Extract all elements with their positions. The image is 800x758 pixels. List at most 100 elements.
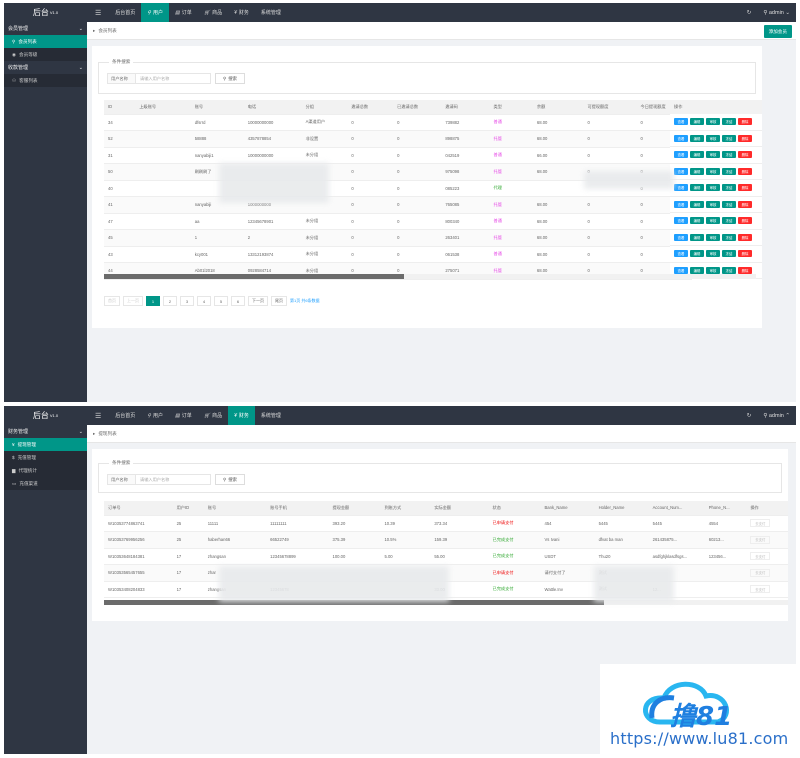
view-button[interactable]: 查看 [674, 118, 688, 126]
edit-button[interactable]: 编辑 [690, 200, 704, 208]
page-button[interactable]: 3 [180, 296, 194, 306]
page-button[interactable]: 上一页 [123, 296, 143, 306]
nav-user[interactable]: ⚲ 用户 [141, 3, 169, 22]
nav-system[interactable]: 系统管理 [260, 10, 281, 16]
view-button[interactable]: 查看 [674, 184, 688, 192]
page-button[interactable]: 2 [163, 296, 177, 306]
pay-button[interactable]: 去支付 [750, 519, 771, 528]
nav-goods[interactable]: 🛒︎ 商品 [203, 412, 223, 420]
audit-button[interactable]: 审核 [706, 233, 720, 241]
audit-button[interactable]: 审核 [706, 250, 720, 258]
page-button[interactable]: 下一页 [248, 296, 268, 306]
delete-button[interactable]: 删除 [738, 184, 752, 192]
audit-button[interactable]: 审核 [706, 200, 720, 208]
search-input[interactable]: 用户名称 请输入用户名称 [107, 474, 211, 485]
scroll-thumb[interactable] [104, 274, 404, 279]
sidebar-group-finance[interactable]: 财务管理 ⌄ [8, 428, 83, 436]
delete-button[interactable]: 删除 [738, 134, 752, 142]
page-button[interactable]: 4 [197, 296, 211, 306]
scroll-thumb[interactable] [104, 600, 604, 605]
edit-button[interactable]: 编辑 [690, 167, 704, 175]
sidebar-item-withdraw[interactable]: ¥ 提现管理 [4, 438, 87, 451]
user-menu[interactable]: ⚲ admin ⌄ [763, 9, 790, 16]
edit-button[interactable]: 编辑 [690, 250, 704, 258]
page-button[interactable]: 1 [146, 296, 160, 306]
user-menu[interactable]: ⚲ admin ⌃ [763, 412, 790, 419]
view-button[interactable]: 查看 [674, 151, 688, 159]
h-scrollbar[interactable] [104, 600, 788, 605]
view-button[interactable]: 查看 [674, 167, 688, 175]
freeze-button[interactable]: 冻结 [722, 134, 736, 142]
delete-button[interactable]: 删除 [738, 217, 752, 225]
freeze-button[interactable]: 冻结 [722, 151, 736, 159]
delete-button[interactable]: 删除 [738, 167, 752, 175]
edit-button[interactable]: 编辑 [690, 151, 704, 159]
view-button[interactable]: 查看 [674, 217, 688, 225]
refresh-icon[interactable]: ↻ [746, 412, 752, 419]
nav-orders[interactable]: ▤ 订单 [174, 9, 192, 17]
nav-home[interactable]: 后台首页 [115, 10, 136, 16]
audit-button[interactable]: 审核 [706, 151, 720, 159]
audit-button[interactable]: 审核 [706, 167, 720, 175]
audit-button[interactable]: 审核 [706, 266, 720, 274]
freeze-button[interactable]: 冻结 [722, 250, 736, 258]
view-button[interactable]: 查看 [674, 200, 688, 208]
freeze-button[interactable]: 冻结 [722, 266, 736, 274]
search-input[interactable]: 用户名称 请输入用户名称 [107, 73, 211, 84]
pay-button[interactable]: 去支付 [750, 552, 771, 561]
delete-button[interactable]: 删除 [738, 250, 752, 258]
view-button[interactable]: 查看 [674, 250, 688, 258]
edit-button[interactable]: 编辑 [690, 266, 704, 274]
edit-button[interactable]: 编辑 [690, 184, 704, 192]
page-button[interactable]: 5 [214, 296, 228, 306]
h-scrollbar[interactable] [104, 274, 756, 279]
freeze-button[interactable]: 冻结 [722, 184, 736, 192]
nav-finance[interactable]: ¥ 财务 [234, 9, 249, 17]
edit-button[interactable]: 编辑 [690, 118, 704, 126]
view-button[interactable]: 查看 [674, 233, 688, 241]
nav-system[interactable]: 系统管理 [260, 413, 281, 419]
edit-button[interactable]: 编辑 [690, 233, 704, 241]
nav-orders[interactable]: ▤ 订单 [174, 412, 192, 420]
sidebar-item-member-level[interactable]: ◉ 会员等级 [4, 48, 87, 61]
sidebar-item-member-list[interactable]: ⚲ 会员列表 [4, 35, 87, 48]
sidebar-item-recharge[interactable]: $ 充值管理 [4, 451, 87, 464]
audit-button[interactable]: 审核 [706, 184, 720, 192]
audit-button[interactable]: 审核 [706, 217, 720, 225]
menu-toggle-icon[interactable]: ☰ [95, 412, 102, 420]
edit-button[interactable]: 编辑 [690, 217, 704, 225]
freeze-button[interactable]: 冻结 [722, 200, 736, 208]
delete-button[interactable]: 删除 [738, 118, 752, 126]
nav-user[interactable]: ⚲ 用户 [147, 412, 163, 420]
search-button[interactable]: ⚲ 搜索 [215, 474, 245, 485]
pay-button[interactable]: 去支付 [750, 568, 771, 577]
menu-toggle-icon[interactable]: ☰ [95, 9, 102, 17]
nav-finance[interactable]: ¥ 财务 [228, 406, 255, 425]
add-member-button[interactable]: 添加会员 [763, 25, 792, 38]
page-button[interactable]: 6 [231, 296, 245, 306]
view-button[interactable]: 查看 [674, 134, 688, 142]
search-button[interactable]: ⚲ 搜索 [215, 73, 245, 84]
sidebar-group-payments[interactable]: 收款管理 ⌄ [8, 64, 83, 72]
sidebar-item-service[interactable]: ⚇ 客服列表 [4, 74, 87, 87]
page-button[interactable]: 首页 [104, 296, 120, 306]
freeze-button[interactable]: 冻结 [722, 118, 736, 126]
audit-button[interactable]: 审核 [706, 134, 720, 142]
freeze-button[interactable]: 冻结 [722, 217, 736, 225]
sidebar-item-channel[interactable]: ▭ 充值渠道 [4, 477, 87, 490]
pay-button[interactable]: 去支付 [750, 585, 771, 594]
pay-button[interactable]: 去支付 [750, 535, 771, 544]
freeze-button[interactable]: 冻结 [722, 233, 736, 241]
sidebar-group-members[interactable]: 会员管理 ⌄ [8, 25, 83, 33]
page-button[interactable]: 尾页 [271, 296, 287, 306]
freeze-button[interactable]: 冻结 [722, 167, 736, 175]
nav-goods[interactable]: 🛒︎ 商品 [203, 9, 223, 17]
delete-button[interactable]: 删除 [738, 266, 752, 274]
view-button[interactable]: 查看 [674, 266, 688, 274]
edit-button[interactable]: 编辑 [690, 134, 704, 142]
delete-button[interactable]: 删除 [738, 200, 752, 208]
audit-button[interactable]: 审核 [706, 118, 720, 126]
delete-button[interactable]: 删除 [738, 233, 752, 241]
sidebar-item-agent-stats[interactable]: ▆ 代理统计 [4, 464, 87, 477]
nav-home[interactable]: 后台首页 [115, 413, 136, 419]
